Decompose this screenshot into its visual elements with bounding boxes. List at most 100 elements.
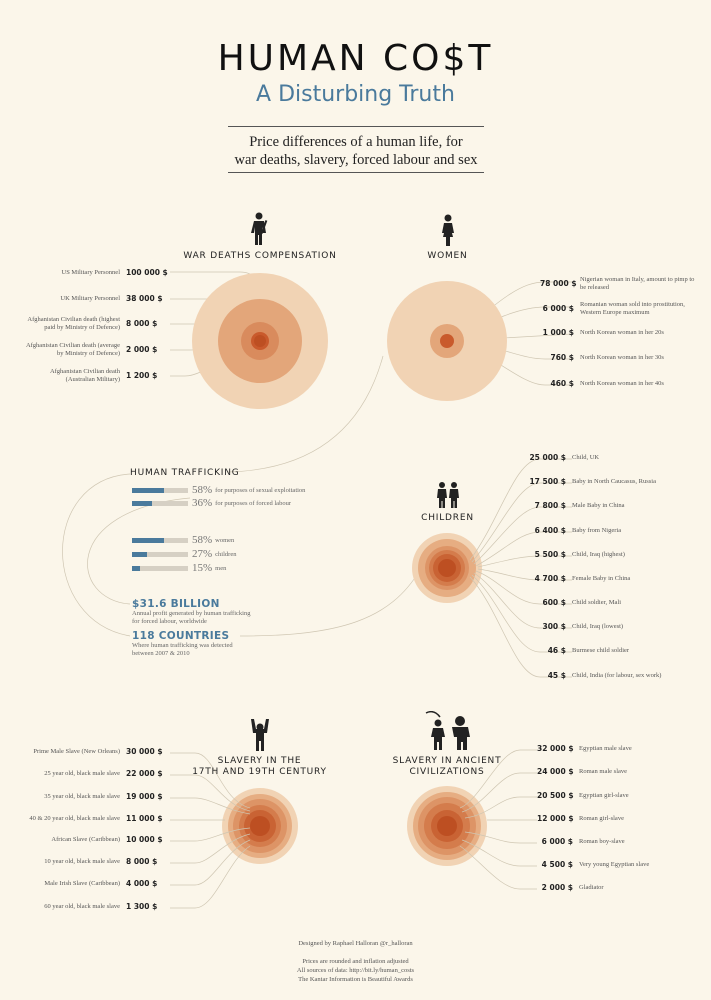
ancient-row: 2 000 $ Gladiator (537, 883, 699, 892)
trafficking-pct: 27% (192, 548, 213, 560)
trafficking-pct: 58% (192, 484, 213, 496)
ancient-row-label: Gladiator (579, 883, 604, 891)
war-circles (192, 273, 328, 409)
trafficking-pct-label: for purposes of sexual exploitation (215, 486, 306, 494)
children-row: 25 000 $ Child, UK (510, 453, 692, 462)
lead-line-1: Price differences of a human life, for (249, 134, 463, 150)
ancient-row-value: 20 500 $ (537, 791, 574, 800)
slavery-row: African Slave (Caribbean) 10 000 $ (20, 835, 170, 844)
children-row-label: Child, Iraq (lowest) (572, 622, 624, 630)
ancient-row-label: Roman male slave (579, 767, 628, 775)
slavery-section-title: SLAVERY IN THE 17TH AND 19TH CENTURY (192, 756, 327, 778)
countries-value: 118 COUNTRIES (132, 630, 230, 642)
war-row-label: US Military Personnel (61, 268, 121, 276)
trafficking-bar-row: 58% for purposes of sexual exploitation (132, 484, 306, 496)
ancient-section-title: SLAVERY IN ANCIENT CIVILIZATIONS (387, 756, 507, 778)
ancient-row: 12 000 $ Roman girl-slave (537, 814, 699, 823)
ancient-row: 32 000 $ Egyptian male slave (537, 744, 699, 753)
trafficking-pct: 36% (192, 497, 213, 509)
women-row: 760 $ North Korean woman in her 30s (540, 353, 700, 362)
slavery-title-line-1: SLAVERY IN THE (217, 756, 302, 766)
children-row-label: Baby in North Caucasus, Russia (572, 477, 656, 485)
war-row-label: Afghanistan Civilian death (average by M… (25, 342, 120, 357)
trafficking-pct-label: children (215, 550, 237, 558)
profit-note-2: for forced labour, worldwide (132, 618, 207, 625)
trafficking-pct-label: men (215, 564, 227, 572)
children-row: 300 $ Child, Iraq (lowest) (510, 622, 692, 631)
children-row-label: Female Baby in China (572, 574, 631, 582)
slavery-row: 40 & 20 year old, black male slave 11 000… (20, 814, 170, 823)
trafficking-bar-row: 36% for purposes of forced labour (132, 497, 305, 509)
ancient-title-line-2: CIVILIZATIONS (409, 767, 485, 777)
children-row-label: Burmese child soldier (572, 646, 630, 654)
trafficking-bar (132, 565, 188, 571)
women-row-label: North Korean woman in her 20s (580, 328, 664, 336)
trafficking-groups: 58% women 27% children 15% men (132, 534, 237, 577)
trafficking-bar-fill (132, 500, 153, 506)
war-row-label: Afghanistan Civilian death (highest paid… (27, 316, 120, 331)
footer-note-2: All sources of data: http://bit.ly/human… (296, 967, 415, 974)
women-row-value: 1 000 $ (542, 328, 574, 337)
war-row: Afghanistan Civilian death (Australian M… (20, 368, 170, 383)
trafficking-bar (132, 551, 188, 557)
ancient-row: 6 000 $ Roman boy-slave (537, 837, 699, 846)
children-row-value: 4 700 $ (534, 574, 566, 583)
children-row-label: Child, India (for labour, sex work) (572, 671, 662, 679)
children-row-value: 46 $ (547, 646, 566, 655)
divider-top (228, 126, 484, 127)
trafficking-bar-fill (132, 537, 165, 543)
slavery-row: Prime Male Slave (New Orleans) 30 000 $ (20, 747, 170, 756)
footer-credit: Designed by Raphael Halloran @r_halloran (298, 940, 413, 947)
ancient-row-value: 4 500 $ (541, 860, 573, 869)
children-section-title: CHILDREN (421, 513, 474, 523)
lead-text: Price differences of a human life, for w… (200, 133, 512, 169)
trafficking-pct: 15% (192, 562, 213, 574)
gladiator-icon (424, 710, 474, 755)
slavery-row: 10 year old, black male slave 8 000 $ (20, 857, 170, 866)
divider-bottom (228, 172, 484, 173)
ancient-row-label: Egyptian male slave (579, 744, 632, 752)
ancient-row-value: 6 000 $ (541, 837, 573, 846)
trafficking-pct-label: women (215, 536, 235, 544)
trafficking-bar (132, 537, 188, 543)
war-row-value: 8 000 $ (126, 319, 158, 328)
trafficking-bar (132, 487, 188, 493)
children-row-value: 600 $ (542, 598, 567, 607)
war-row-value: 1 200 $ (126, 371, 158, 380)
slavery-row: 35 year old, black male slave 19 000 $ (20, 792, 170, 801)
slavery-row-value: 11 000 $ (126, 814, 163, 823)
children-row: 6 400 $ Baby from Nigeria (510, 526, 692, 535)
women-row: 1 000 $ North Korean woman in her 20s (540, 328, 700, 337)
slavery-row-value: 1 300 $ (126, 902, 158, 911)
ancient-circles (407, 786, 487, 866)
trafficking-bar-row: 27% children (132, 548, 237, 560)
ancient-row: 20 500 $ Egyptian girl-slave (537, 791, 699, 800)
profit-value: $31.6 BILLION (132, 598, 220, 610)
war-row: UK Military Personnel 38 000 $ (20, 294, 170, 303)
ancient-row-label: Very young Egyptian slave (579, 860, 650, 868)
war-row: US Military Personnel 100 000 $ (20, 268, 170, 277)
women-row-value: 78 000 $ (540, 279, 577, 288)
slavery-row: 25 year old, black male slave 22 000 $ (20, 769, 170, 778)
war-row-label: UK Military Personnel (60, 294, 120, 302)
trafficking-bar-fill (132, 487, 165, 493)
slavery-row-label: Male Irish Slave (Caribbean) (44, 879, 120, 887)
women-row-label: Romanian woman sold into prostitution, W… (580, 301, 685, 316)
slavery-row-label: 40 & 20 year old, black male slave (29, 814, 120, 822)
page-subtitle: A Disturbing Truth (256, 82, 455, 107)
women-row-value: 760 $ (550, 353, 575, 362)
trafficking-bar-fill (132, 565, 141, 571)
children-row: 5 500 $ Child, Iraq (highest) (510, 550, 692, 559)
ancient-row: 4 500 $ Very young Egyptian slave (537, 860, 699, 869)
ancient-row-label: Egyptian girl-slave (579, 791, 629, 799)
slavery-row-label: 10 year old, black male slave (44, 857, 120, 865)
war-row-value: 2 000 $ (126, 345, 158, 354)
profit-block: $31.6 BILLION Annual profit generated by… (132, 598, 250, 626)
woman-icon (441, 214, 455, 250)
trafficking-bar-row: 15% men (132, 562, 236, 574)
ancient-row: 24 000 $ Roman male slave (537, 767, 699, 776)
children-row-value: 7 800 $ (534, 501, 566, 510)
children-row-value: 5 500 $ (534, 550, 566, 559)
leader-lines-lower (170, 458, 572, 909)
